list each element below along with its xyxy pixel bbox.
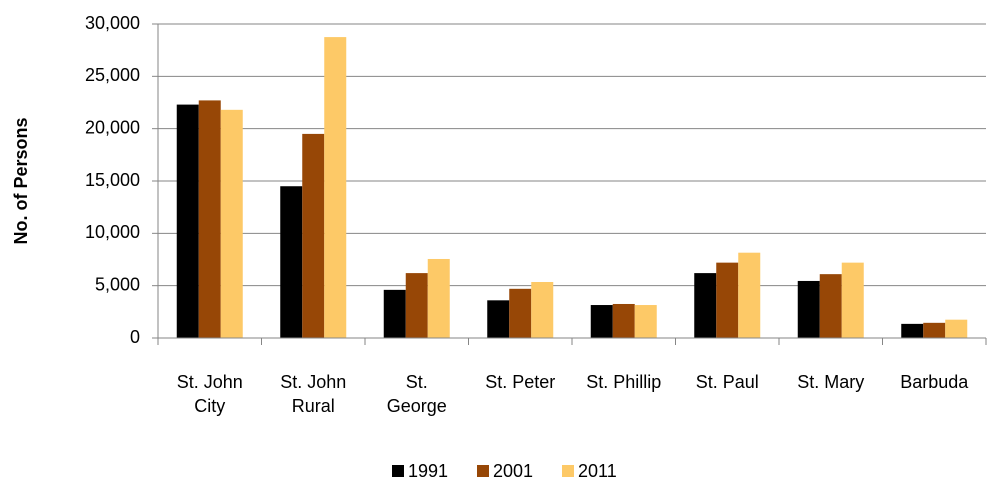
y-axis-title: No. of Persons [11,117,31,244]
bar [716,262,739,338]
bar [923,322,946,338]
bar [531,282,554,338]
x-tick-label: Barbuda [900,372,969,392]
bar [738,252,761,338]
x-tick-label: St. John Rural [280,372,347,416]
bar [324,37,347,338]
legend-label: 1991 [408,461,448,481]
bar [694,273,717,338]
bar [383,289,406,338]
bar [220,109,243,339]
bar [634,305,657,338]
y-tick-label: 25,000 [85,65,140,85]
y-tick-label: 0 [130,327,140,347]
bar [280,186,303,338]
bar [901,323,924,338]
bar [797,280,820,338]
bar [405,273,428,338]
bar [427,258,450,338]
x-tick-label: St. Peter [485,372,556,392]
x-tick-label: St. Paul [695,372,759,392]
x-tick-label: St. Mary [797,372,865,392]
bar [176,104,199,339]
legend-label: 2001 [493,461,533,481]
x-tick-label: St. George [386,372,447,416]
y-tick-label: 10,000 [85,222,140,242]
bar [302,133,325,338]
legend-swatch [562,465,574,477]
y-tick-label: 5,000 [95,274,140,294]
legend-swatch [392,465,404,477]
bar [945,319,968,338]
bar [198,100,221,338]
y-tick-label: 15,000 [85,170,140,190]
y-tick-label: 30,000 [85,13,140,33]
bar [509,288,532,338]
legend-label: 2011 [578,461,617,481]
x-tick-label: St. Phillip [586,372,662,392]
x-tick-label: St. John City [176,372,243,416]
bar [590,305,613,338]
bar [819,274,842,338]
y-tick-label: 20,000 [85,117,140,137]
legend-swatch [477,465,489,477]
bar [612,303,635,338]
bar [841,262,864,338]
bar [487,300,510,338]
